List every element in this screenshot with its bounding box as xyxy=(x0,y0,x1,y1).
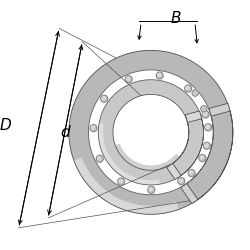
Circle shape xyxy=(118,178,125,185)
Circle shape xyxy=(201,106,207,112)
Circle shape xyxy=(204,143,208,147)
Circle shape xyxy=(96,155,103,162)
Polygon shape xyxy=(69,50,233,214)
Circle shape xyxy=(178,178,185,185)
Circle shape xyxy=(200,156,203,159)
Circle shape xyxy=(97,156,101,160)
Circle shape xyxy=(192,90,198,96)
Circle shape xyxy=(102,96,105,100)
Circle shape xyxy=(184,85,192,92)
Circle shape xyxy=(188,170,195,176)
Circle shape xyxy=(126,77,130,80)
Circle shape xyxy=(91,126,94,129)
Circle shape xyxy=(205,124,212,131)
Text: D: D xyxy=(0,118,11,133)
Circle shape xyxy=(119,179,122,182)
Circle shape xyxy=(203,142,210,149)
Circle shape xyxy=(101,95,108,102)
Circle shape xyxy=(156,72,163,79)
Polygon shape xyxy=(98,80,204,185)
Text: d: d xyxy=(60,125,70,140)
Polygon shape xyxy=(186,111,202,122)
Polygon shape xyxy=(181,184,198,204)
Polygon shape xyxy=(115,144,180,170)
Polygon shape xyxy=(74,158,179,214)
Circle shape xyxy=(125,76,132,83)
Circle shape xyxy=(203,112,206,116)
Circle shape xyxy=(149,188,152,191)
Text: B: B xyxy=(170,11,180,26)
Circle shape xyxy=(179,179,182,182)
Circle shape xyxy=(90,124,97,132)
Polygon shape xyxy=(167,164,181,180)
Circle shape xyxy=(206,125,209,128)
Circle shape xyxy=(199,154,206,162)
Circle shape xyxy=(202,111,209,118)
Polygon shape xyxy=(98,123,160,185)
Circle shape xyxy=(189,170,192,174)
Circle shape xyxy=(157,73,161,76)
Circle shape xyxy=(186,86,189,90)
Circle shape xyxy=(148,186,155,194)
Polygon shape xyxy=(209,103,230,116)
